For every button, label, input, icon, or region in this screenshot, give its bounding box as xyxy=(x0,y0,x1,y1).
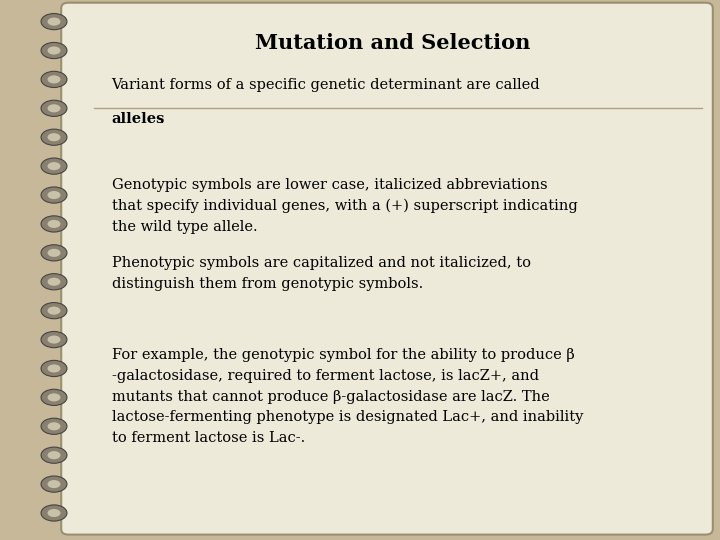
Ellipse shape xyxy=(41,476,67,492)
Ellipse shape xyxy=(48,278,60,286)
Ellipse shape xyxy=(48,335,60,343)
Text: For example, the genotypic symbol for the ability to produce β
-galactosidase, r: For example, the genotypic symbol for th… xyxy=(112,348,583,445)
Text: Phenotypic symbols are capitalized and not italicized, to
distinguish them from : Phenotypic symbols are capitalized and n… xyxy=(112,256,531,291)
Ellipse shape xyxy=(48,220,60,228)
Text: .: . xyxy=(160,112,164,126)
Ellipse shape xyxy=(48,76,60,84)
Ellipse shape xyxy=(41,187,67,203)
Ellipse shape xyxy=(41,274,67,290)
Ellipse shape xyxy=(48,307,60,315)
Ellipse shape xyxy=(41,360,67,376)
Ellipse shape xyxy=(41,100,67,117)
Ellipse shape xyxy=(48,46,60,55)
Text: alleles: alleles xyxy=(112,112,165,126)
Ellipse shape xyxy=(41,43,67,59)
Ellipse shape xyxy=(48,191,60,199)
Ellipse shape xyxy=(41,332,67,348)
Ellipse shape xyxy=(48,18,60,25)
Text: Variant forms of a specific genetic determinant are called: Variant forms of a specific genetic dete… xyxy=(112,78,540,92)
Ellipse shape xyxy=(41,158,67,174)
Ellipse shape xyxy=(41,302,67,319)
Ellipse shape xyxy=(48,133,60,141)
Ellipse shape xyxy=(48,104,60,112)
Ellipse shape xyxy=(41,418,67,434)
Ellipse shape xyxy=(48,451,60,459)
Text: Mutation and Selection: Mutation and Selection xyxy=(255,33,530,53)
FancyBboxPatch shape xyxy=(61,3,713,535)
Ellipse shape xyxy=(41,245,67,261)
Ellipse shape xyxy=(41,71,67,87)
Ellipse shape xyxy=(48,480,60,488)
Ellipse shape xyxy=(48,364,60,373)
Ellipse shape xyxy=(41,505,67,521)
Ellipse shape xyxy=(48,509,60,517)
Ellipse shape xyxy=(41,389,67,406)
Text: Genotypic symbols are lower case, italicized abbreviations
that specify individu: Genotypic symbols are lower case, italic… xyxy=(112,178,577,234)
Ellipse shape xyxy=(48,162,60,170)
Ellipse shape xyxy=(48,393,60,401)
Ellipse shape xyxy=(41,447,67,463)
Ellipse shape xyxy=(48,249,60,257)
Ellipse shape xyxy=(48,422,60,430)
Ellipse shape xyxy=(41,129,67,145)
Ellipse shape xyxy=(41,216,67,232)
Ellipse shape xyxy=(41,14,67,30)
